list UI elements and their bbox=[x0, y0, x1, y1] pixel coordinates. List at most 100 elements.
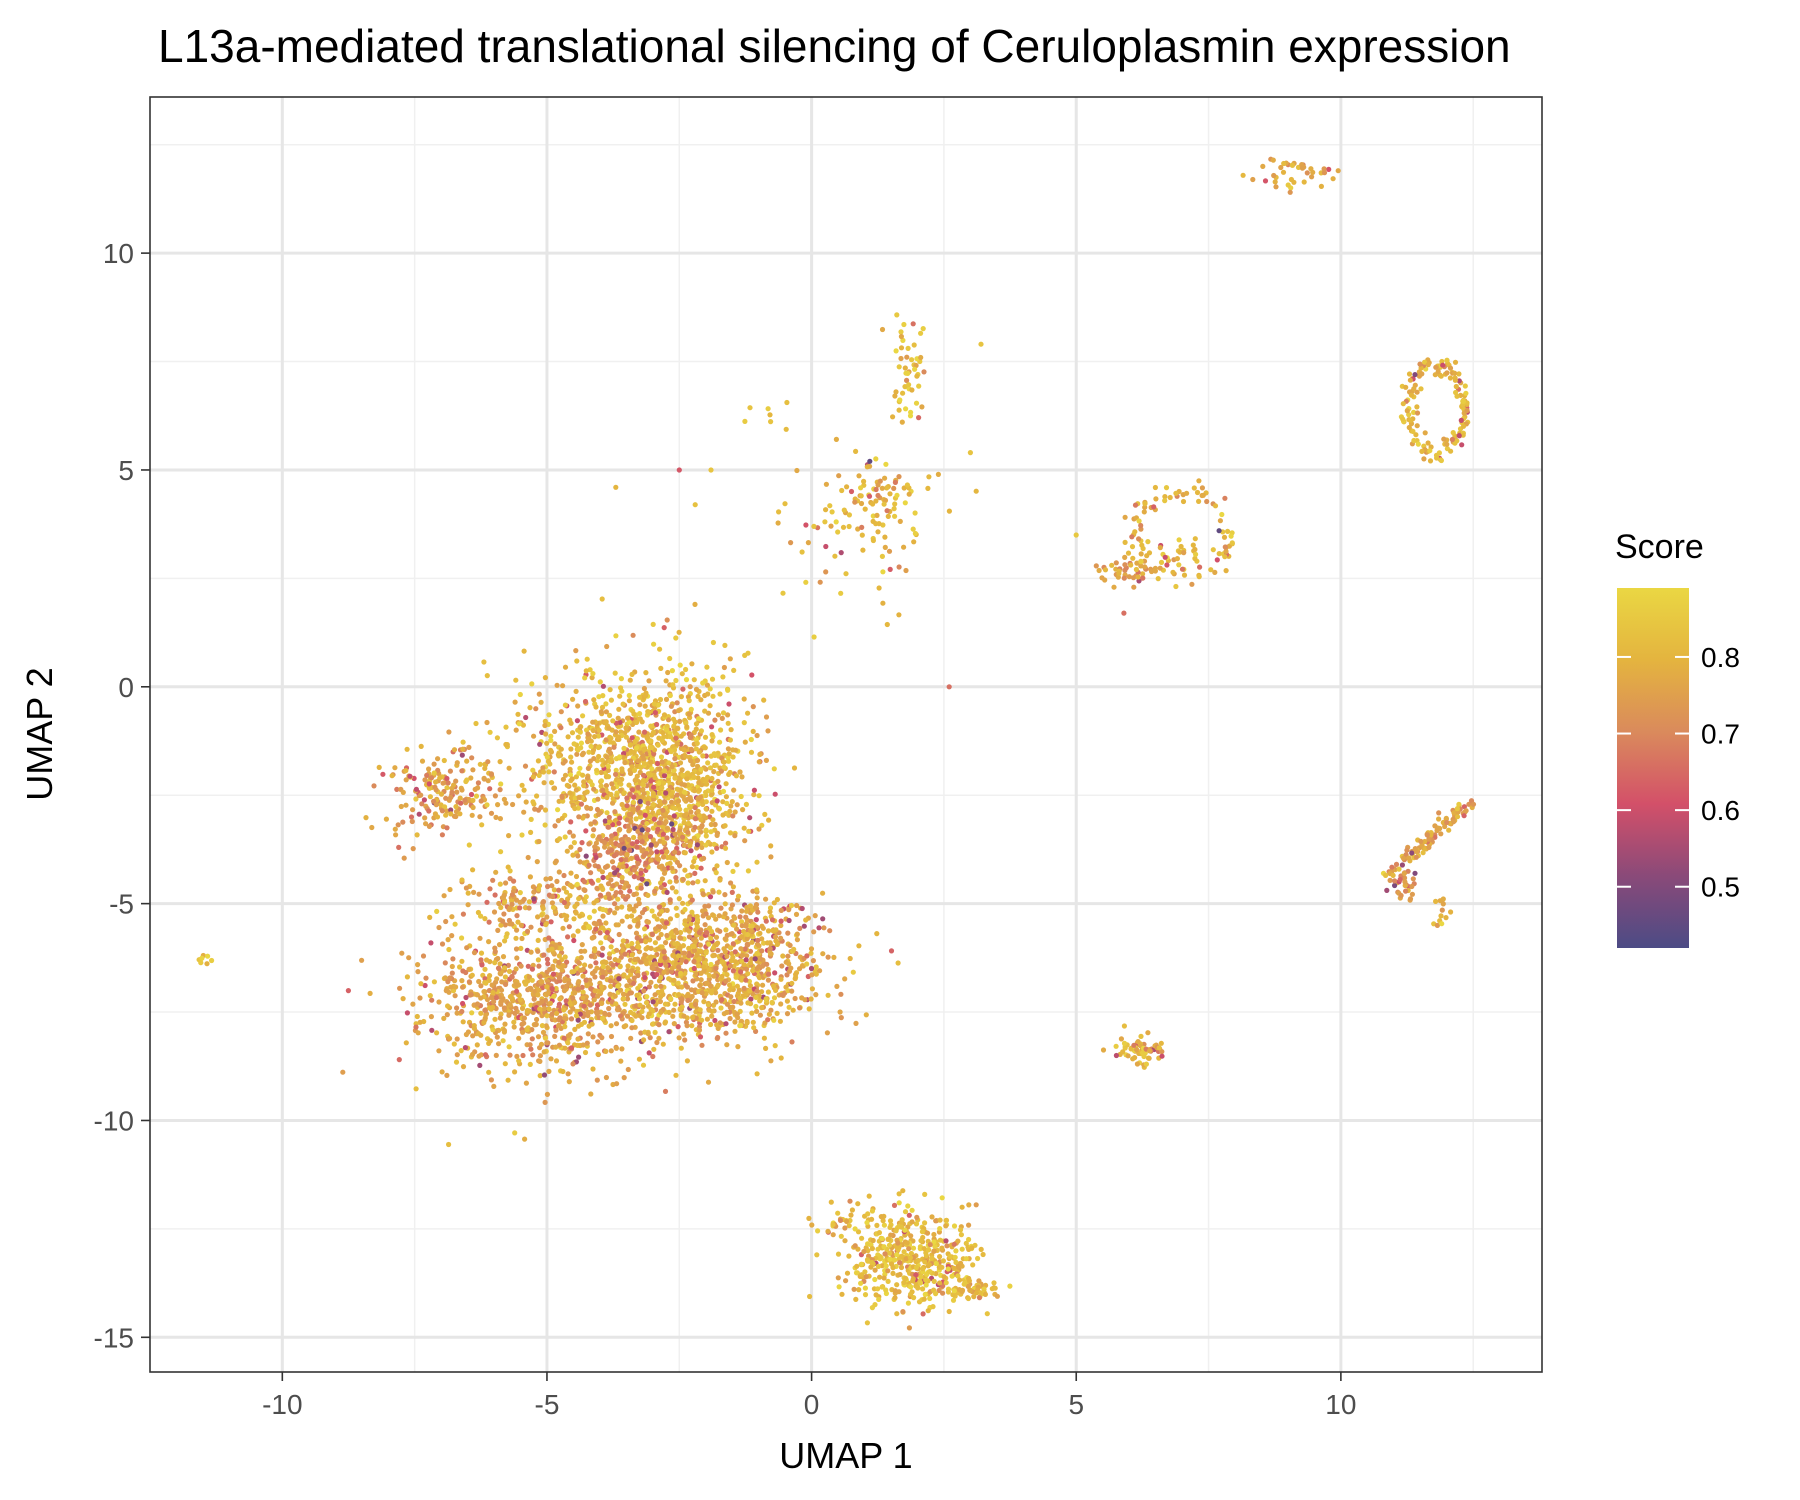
data-point bbox=[828, 1199, 834, 1205]
data-point bbox=[489, 995, 495, 1001]
data-point bbox=[568, 844, 574, 850]
data-point bbox=[823, 507, 829, 513]
data-point bbox=[376, 764, 382, 771]
data-point bbox=[1285, 182, 1291, 188]
data-point bbox=[564, 913, 570, 919]
data-point bbox=[744, 1020, 750, 1026]
data-point bbox=[497, 816, 503, 822]
data-point bbox=[685, 880, 691, 886]
data-point bbox=[470, 767, 476, 773]
data-point bbox=[443, 795, 449, 801]
data-point bbox=[607, 936, 613, 942]
data-point bbox=[638, 764, 644, 771]
data-point bbox=[765, 977, 772, 983]
data-point bbox=[955, 1238, 961, 1244]
data-point bbox=[745, 971, 751, 977]
data-point bbox=[673, 677, 679, 684]
data-point bbox=[661, 780, 667, 786]
data-point bbox=[452, 993, 458, 999]
data-point bbox=[555, 1023, 562, 1029]
data-point bbox=[835, 1251, 842, 1257]
data-point bbox=[891, 506, 897, 512]
data-point bbox=[799, 549, 805, 555]
data-point bbox=[661, 625, 667, 631]
data-point bbox=[597, 852, 603, 858]
data-point bbox=[759, 936, 765, 942]
data-point bbox=[544, 956, 551, 962]
data-point bbox=[682, 850, 688, 856]
data-point bbox=[715, 778, 721, 785]
data-point bbox=[629, 787, 636, 793]
data-point bbox=[418, 743, 424, 750]
data-point bbox=[605, 767, 611, 774]
data-point bbox=[439, 1069, 445, 1075]
data-point bbox=[709, 775, 715, 782]
data-point bbox=[714, 798, 720, 804]
data-point bbox=[1140, 1050, 1146, 1056]
data-point bbox=[700, 680, 706, 686]
data-point bbox=[713, 934, 720, 940]
data-point bbox=[923, 1277, 929, 1283]
data-point bbox=[900, 1188, 906, 1194]
data-point bbox=[980, 1251, 986, 1258]
data-point bbox=[459, 1008, 465, 1015]
data-point bbox=[732, 1028, 738, 1034]
data-point bbox=[566, 1079, 572, 1085]
data-point bbox=[556, 869, 562, 875]
data-point bbox=[651, 784, 657, 790]
data-point bbox=[672, 756, 678, 762]
data-point bbox=[1159, 1049, 1165, 1055]
data-point bbox=[567, 1000, 573, 1006]
data-point bbox=[546, 712, 552, 718]
data-point bbox=[603, 1048, 609, 1054]
data-point bbox=[481, 1020, 487, 1026]
data-point bbox=[669, 821, 675, 827]
data-point bbox=[794, 937, 801, 943]
data-point bbox=[637, 798, 643, 805]
data-point bbox=[509, 901, 515, 908]
data-point bbox=[359, 957, 365, 963]
data-point bbox=[628, 1009, 634, 1016]
data-point bbox=[677, 945, 683, 951]
data-point bbox=[579, 984, 585, 991]
data-point bbox=[499, 979, 505, 985]
data-point bbox=[768, 854, 774, 860]
data-point bbox=[808, 965, 815, 972]
data-point bbox=[682, 918, 688, 924]
data-point bbox=[886, 548, 893, 554]
data-point bbox=[978, 1246, 984, 1252]
data-point bbox=[743, 914, 749, 920]
data-point bbox=[730, 1004, 736, 1010]
data-point bbox=[530, 1052, 536, 1058]
data-point bbox=[675, 1024, 681, 1030]
data-point bbox=[742, 739, 748, 745]
data-point bbox=[745, 868, 752, 874]
data-point bbox=[931, 1239, 937, 1245]
data-point bbox=[403, 1040, 409, 1046]
data-point bbox=[1128, 562, 1134, 568]
data-point bbox=[585, 1009, 591, 1015]
data-point bbox=[578, 948, 584, 954]
data-point bbox=[570, 1006, 576, 1012]
data-point bbox=[580, 772, 586, 778]
data-point bbox=[838, 1015, 844, 1021]
data-point bbox=[718, 768, 725, 774]
data-point bbox=[399, 950, 405, 956]
data-point bbox=[966, 1202, 972, 1208]
data-point bbox=[955, 1273, 961, 1279]
data-point bbox=[766, 1011, 773, 1017]
data-point bbox=[750, 704, 756, 710]
data-point bbox=[528, 949, 534, 955]
data-point bbox=[745, 1000, 751, 1006]
data-point bbox=[898, 333, 905, 340]
data-point bbox=[755, 937, 761, 943]
data-point bbox=[905, 370, 911, 376]
data-point bbox=[786, 907, 792, 913]
data-point bbox=[571, 937, 577, 944]
data-point bbox=[591, 697, 597, 703]
data-point bbox=[521, 1020, 527, 1026]
data-point bbox=[1122, 562, 1128, 568]
data-point bbox=[844, 484, 850, 490]
data-point bbox=[666, 814, 673, 821]
data-point bbox=[598, 709, 604, 715]
